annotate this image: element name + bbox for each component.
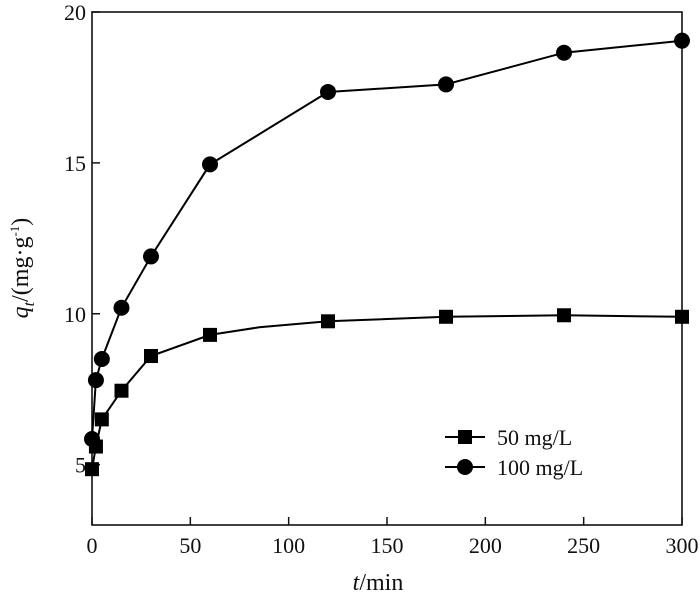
x-axis-label: t/min xyxy=(353,570,404,596)
x-tick-label: 0 xyxy=(87,533,98,558)
data-point xyxy=(143,248,159,265)
y-tick-label: 10 xyxy=(64,302,86,327)
data-point xyxy=(203,327,217,342)
data-point xyxy=(674,32,690,49)
data-point xyxy=(144,349,158,364)
x-axis-label-unit: /min xyxy=(359,570,403,596)
data-point xyxy=(438,76,454,93)
legend-entry: 50 mg/L xyxy=(445,425,572,450)
y-axis-label-unit-pre: /(mg·g xyxy=(8,237,34,302)
series-line xyxy=(91,314,683,470)
data-point xyxy=(85,462,99,477)
x-tick-label: 150 xyxy=(371,533,404,558)
tick-group: 0 50 100 150 200 250 300 5 10 15 20 xyxy=(64,0,699,558)
series-1 xyxy=(85,308,689,477)
legend-label: 50 mg/L xyxy=(497,425,572,450)
data-point xyxy=(202,156,218,173)
data-point xyxy=(320,83,336,100)
x-tick-label: 250 xyxy=(567,533,600,558)
legend-entry: 100 mg/L xyxy=(445,455,583,480)
data-point xyxy=(84,430,100,447)
x-tick-label: 50 xyxy=(179,533,201,558)
data-point xyxy=(557,308,571,323)
data-point xyxy=(94,412,109,427)
y-tick-label: 5 xyxy=(75,453,86,478)
data-point xyxy=(87,372,104,389)
y-axis-label-unit-post: ) xyxy=(8,218,34,226)
x-axis-label-var: t xyxy=(353,570,361,596)
data-point xyxy=(321,314,335,329)
data-point xyxy=(93,351,110,368)
legend-marker xyxy=(458,430,472,444)
x-tick-label: 100 xyxy=(272,533,305,558)
data-point xyxy=(114,383,129,398)
series-line xyxy=(91,39,683,440)
legend-label: 100 mg/L xyxy=(497,455,583,480)
y-tick-label: 20 xyxy=(64,0,86,25)
series-2 xyxy=(84,32,690,447)
y-tick-label: 15 xyxy=(64,151,86,176)
y-axis-label-sub: t xyxy=(21,301,38,306)
data-point xyxy=(556,44,572,61)
legend-marker xyxy=(457,459,473,475)
series-layer xyxy=(84,32,690,477)
legend: 50 mg/L 100 mg/L xyxy=(445,425,583,480)
y-axis-label-var: q xyxy=(8,306,34,318)
y-axis-label-sup: -1 xyxy=(7,226,22,237)
x-tick-label: 200 xyxy=(469,533,502,558)
data-point xyxy=(439,309,453,324)
data-point xyxy=(113,299,130,316)
y-axis-label: qt/(mg·g-1) xyxy=(7,218,38,319)
x-tick-label: 300 xyxy=(666,533,699,558)
data-point xyxy=(675,309,689,324)
